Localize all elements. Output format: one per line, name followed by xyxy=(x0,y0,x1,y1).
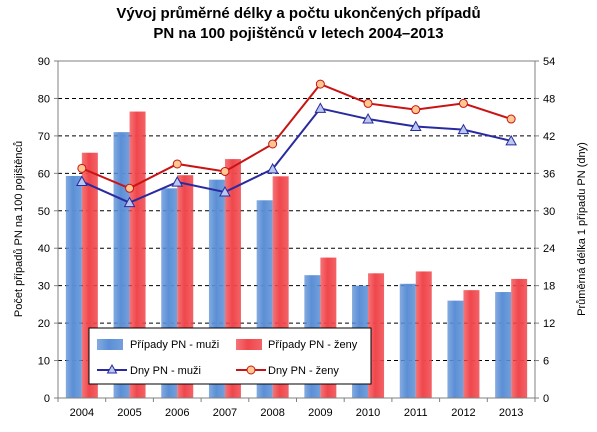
bar-women xyxy=(368,273,385,398)
point-women xyxy=(315,79,325,89)
point-men xyxy=(123,196,136,208)
x-tick-label: 2011 xyxy=(404,407,428,419)
y-axis-left-label: Počet případů PN na 100 pojištěnců xyxy=(13,141,25,317)
y-right-tick-label: 24 xyxy=(543,243,555,255)
x-tick-label: 2009 xyxy=(308,407,332,419)
x-tick-label: 2005 xyxy=(117,407,141,419)
y-left-tick-label: 50 xyxy=(38,206,50,218)
point-men xyxy=(505,134,517,146)
y-left-tick-label: 30 xyxy=(38,281,50,293)
point-women xyxy=(77,163,87,173)
x-tick-label: 2004 xyxy=(70,407,94,419)
y-right-tick-label: 0 xyxy=(543,393,549,405)
y-left-tick-label: 80 xyxy=(38,93,50,105)
legend-swatch-bar-men xyxy=(97,339,123,350)
legend-item-line-women: Dny PN - ženy xyxy=(236,365,339,377)
y-left-tick-label: 70 xyxy=(38,131,50,143)
y-axis-right-label: Průměrná délka 1 případu PN (dny) xyxy=(576,142,588,316)
point-men xyxy=(314,102,327,113)
bar-women xyxy=(463,290,480,398)
bar-men xyxy=(65,175,82,398)
line-women xyxy=(81,82,512,190)
y-right-tick-label: 6 xyxy=(543,356,549,368)
point-women xyxy=(125,183,135,193)
bar-women xyxy=(511,278,528,398)
point-women xyxy=(506,114,516,124)
bar-men xyxy=(495,292,512,398)
y-left-tick-label: 60 xyxy=(38,168,50,180)
legend-swatch-bar-women xyxy=(236,339,262,350)
bar-women xyxy=(415,271,432,398)
y-left-tick-label: 0 xyxy=(44,393,50,405)
y-axis-left-ticks: 0 10 20 30 40 50 60 70 80 90 xyxy=(38,56,58,405)
y-left-tick-label: 40 xyxy=(38,243,50,255)
point-men xyxy=(362,113,374,124)
chart-title-line-2: PN na 100 pojištěnců v letech 2004–2013 xyxy=(153,25,444,42)
y-left-tick-label: 90 xyxy=(38,56,50,68)
point-men xyxy=(266,162,279,174)
legend-marker-men xyxy=(106,363,118,374)
legend-item-bar-men: Případy PN - muži xyxy=(97,339,219,351)
point-women xyxy=(268,139,278,149)
legend-item-line-men: Dny PN - muži xyxy=(97,363,201,377)
legend-box xyxy=(88,327,372,385)
legend-label-bar-women: Případy PN - ženy xyxy=(268,339,358,351)
chart-title: Vývoj průměrné délky a počtu ukončených … xyxy=(0,4,597,44)
point-men xyxy=(171,176,184,187)
lines xyxy=(76,79,517,208)
x-axis-ticks: 2004 2005 2006 2007 2008 2009 2010 2011 2012 2013 xyxy=(57,398,536,419)
point-women xyxy=(411,105,421,115)
point-men xyxy=(457,123,470,135)
y-left-tick-label: 20 xyxy=(38,318,50,330)
legend-label-line-men: Dny PN - muži xyxy=(130,365,201,377)
point-men xyxy=(76,175,88,186)
bar-men xyxy=(399,283,416,398)
legend-label-bar-men: Případy PN - muži xyxy=(130,339,219,351)
legend: Případy PN - muži Případy PN - ženy Dny … xyxy=(88,327,372,385)
legend-item-bar-women: Případy PN - ženy xyxy=(236,339,358,351)
x-tick-label: 2012 xyxy=(451,407,475,419)
x-tick-label: 2013 xyxy=(499,407,523,419)
y-left-tick-label: 10 xyxy=(38,356,50,368)
y-right-tick-label: 54 xyxy=(543,56,555,68)
x-tick-label: 2010 xyxy=(356,407,380,419)
y-right-tick-label: 18 xyxy=(543,281,555,293)
line-men xyxy=(81,107,512,204)
x-tick-label: 2007 xyxy=(213,407,237,419)
legend-marker-women xyxy=(246,365,256,375)
y-right-tick-label: 36 xyxy=(543,168,555,180)
point-women xyxy=(458,98,468,108)
y-right-tick-label: 42 xyxy=(543,131,555,143)
y-axis-right-ticks: 0 6 12 18 24 30 36 42 48 54 xyxy=(535,56,555,405)
y-right-tick-label: 48 xyxy=(543,93,555,105)
x-tick-label: 2008 xyxy=(260,407,284,419)
y-right-tick-label: 12 xyxy=(543,318,555,330)
legend-label-line-women: Dny PN - ženy xyxy=(268,365,339,377)
point-women xyxy=(363,98,373,108)
x-tick-label: 2006 xyxy=(165,407,189,419)
bar-men xyxy=(447,300,464,398)
point-women xyxy=(172,159,182,169)
point-women xyxy=(220,166,230,176)
point-men xyxy=(409,120,422,132)
chart-title-line-1: Vývoj průměrné délky a počtu ukončených … xyxy=(116,5,481,22)
y-right-tick-label: 30 xyxy=(543,206,555,218)
point-men xyxy=(219,186,231,197)
